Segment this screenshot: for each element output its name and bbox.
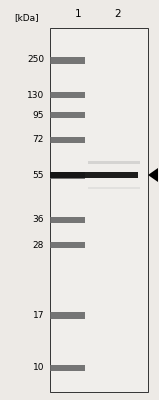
Text: 10: 10 — [32, 364, 44, 372]
Text: 17: 17 — [32, 310, 44, 320]
Bar — [50, 137, 85, 143]
Polygon shape — [148, 168, 158, 182]
Text: 95: 95 — [32, 110, 44, 120]
Bar — [50, 242, 85, 248]
Bar — [88, 160, 140, 164]
Text: [kDa]: [kDa] — [15, 14, 39, 22]
Bar — [50, 217, 85, 223]
Bar — [50, 312, 85, 318]
Text: 36: 36 — [32, 216, 44, 224]
Bar — [50, 28, 148, 392]
Bar — [50, 92, 85, 98]
Text: 28: 28 — [33, 240, 44, 250]
Bar — [50, 365, 85, 371]
Text: 130: 130 — [27, 90, 44, 100]
Text: 250: 250 — [27, 56, 44, 64]
Text: 55: 55 — [32, 170, 44, 180]
Bar — [50, 56, 85, 64]
Bar — [88, 187, 140, 189]
Text: 2: 2 — [115, 9, 121, 19]
Bar — [50, 172, 138, 178]
Text: 72: 72 — [33, 136, 44, 144]
Text: 1: 1 — [75, 9, 81, 19]
Bar — [50, 172, 85, 178]
Bar — [50, 112, 85, 118]
